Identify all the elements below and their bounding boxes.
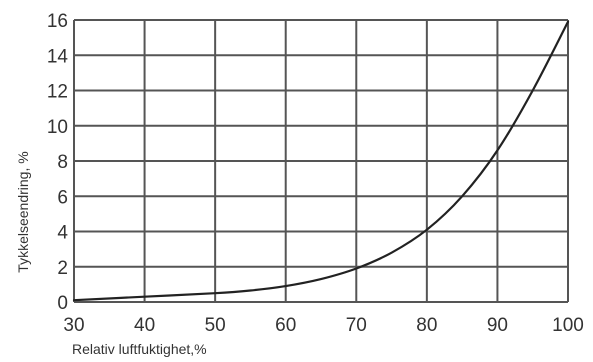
tick-labels: 30 40 50 60 70 80 90 100 0 2 4 6 8 10 12 14 16 [47, 11, 584, 336]
x-tick-label: 50 [205, 315, 226, 336]
y-tick-label: 4 [57, 223, 68, 244]
y-tick-label: 8 [57, 152, 68, 173]
y-tick-label: 6 [57, 187, 68, 208]
x-tick-label: 70 [346, 315, 367, 336]
y-tick-label: 2 [57, 258, 68, 279]
x-tick-label: 40 [134, 315, 155, 336]
x-tick-label: 60 [275, 315, 296, 336]
y-tick-label: 10 [47, 117, 68, 138]
y-tick-label: 0 [57, 293, 68, 314]
x-axis-label: Relativ luftfuktighet,% [72, 341, 207, 357]
x-tick-label: 100 [552, 315, 584, 336]
y-tick-label: 14 [47, 46, 69, 67]
series-layer [72, 20, 570, 302]
x-tick-label: 30 [63, 315, 84, 336]
y-axis-label: Tykkelseendring, % [15, 151, 31, 272]
series-line [72, 20, 570, 302]
x-tick-label: 90 [487, 315, 508, 336]
y-tick-label: 16 [47, 11, 68, 32]
y-tick-label: 12 [47, 82, 68, 103]
x-tick-label: 80 [416, 315, 437, 336]
grid [73, 19, 569, 303]
